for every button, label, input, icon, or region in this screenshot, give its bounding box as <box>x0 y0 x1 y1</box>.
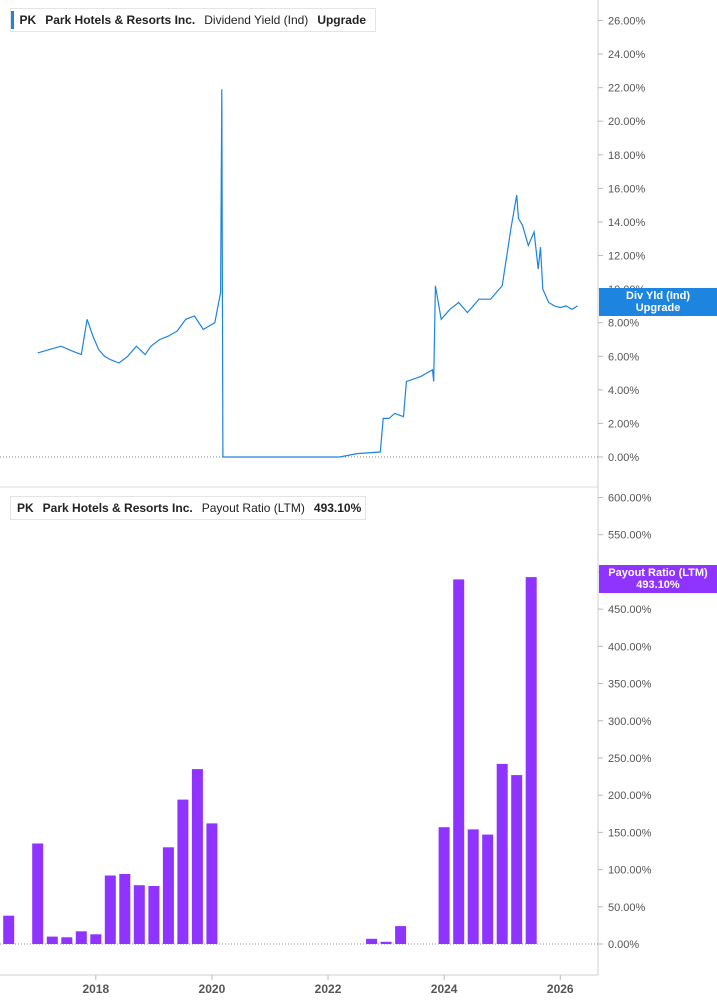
payout-bar <box>90 934 102 944</box>
payout-bar <box>133 885 145 944</box>
bottom-y-tick-label: 550.00% <box>608 530 652 542</box>
payout-bar <box>366 938 378 944</box>
bottom-legend: PK Park Hotels & Resorts Inc. Payout Rat… <box>10 496 366 520</box>
yield-value-tag: Div Yld (Ind) Upgrade <box>599 288 717 316</box>
yield-legend-swatch <box>11 11 14 29</box>
payout-bar <box>61 937 73 944</box>
payout-bar <box>162 847 174 944</box>
yield-tag-label: Div Yld (Ind) <box>626 290 690 302</box>
payout-bar <box>380 941 392 944</box>
x-axis-ticks: 2018 2020 2022 2024 2026 <box>82 975 574 996</box>
payout-bar <box>511 775 523 944</box>
payout-bar <box>525 577 537 944</box>
bottom-y-tick-label: 150.00% <box>608 827 652 839</box>
bottom-y-tick-label: 350.00% <box>608 679 652 691</box>
top-y-tick-label: 6.00% <box>608 351 639 363</box>
payout-bar <box>438 827 450 944</box>
payout-bar <box>453 579 465 944</box>
bottom-y-tick-label: 450.00% <box>608 604 652 616</box>
bottom-legend-metric: Payout Ratio (LTM) <box>201 501 305 515</box>
bottom-y-axis-ticks: 0.00% 50.00% 100.00% 150.00% 200.00% 250.00% 3… <box>598 493 652 951</box>
yield-tag-value[interactable]: Upgrade <box>635 302 681 314</box>
payout-bar <box>177 799 189 944</box>
top-y-tick-label: 8.00% <box>608 318 639 330</box>
payout-bar <box>75 931 87 944</box>
top-y-tick-label: 20.00% <box>608 116 646 128</box>
top-y-tick-label: 14.00% <box>608 217 646 229</box>
payout-bar <box>148 886 160 944</box>
payout-bar <box>206 823 218 944</box>
payout-tag-label: Payout Ratio (LTM) <box>608 567 708 579</box>
payout-bar <box>467 829 479 944</box>
bottom-y-tick-label: 300.00% <box>608 716 652 728</box>
top-y-tick-label: 26.00% <box>608 16 646 28</box>
bottom-legend-ticker: PK <box>17 501 34 515</box>
top-legend-value[interactable]: Upgrade <box>317 13 366 27</box>
x-tick-label: 2022 <box>315 982 342 996</box>
bottom-y-tick-label: 600.00% <box>608 493 652 505</box>
bottom-y-tick-label: 250.00% <box>608 753 652 765</box>
top-y-tick-label: 12.00% <box>608 251 646 263</box>
payout-bar <box>3 915 15 944</box>
payout-bar <box>119 874 131 944</box>
top-legend-company: Park Hotels & Resorts Inc. <box>45 13 196 27</box>
top-y-tick-label: 2.00% <box>608 418 639 430</box>
bottom-legend-company: Park Hotels & Resorts Inc. <box>42 501 193 515</box>
payout-value-tag: Payout Ratio (LTM) 493.10% <box>599 565 717 593</box>
bottom-y-tick-label: 50.00% <box>608 902 646 914</box>
x-tick-label: 2018 <box>82 982 109 996</box>
bottom-y-tick-label: 400.00% <box>608 641 652 653</box>
bottom-legend-value: 493.10% <box>313 501 362 515</box>
top-y-tick-label: 24.00% <box>608 49 646 61</box>
payout-bar <box>496 763 508 944</box>
payout-bar <box>32 843 44 944</box>
payout-bar <box>191 769 203 944</box>
top-legend-ticker: PK <box>19 13 37 27</box>
x-tick-label: 2026 <box>547 982 574 996</box>
payout-tag-value: 493.10% <box>636 579 680 591</box>
dividend-yield-line <box>37 89 579 458</box>
payout-bars <box>3 577 537 944</box>
top-y-tick-label: 4.00% <box>608 385 639 397</box>
top-legend-metric: Dividend Yield (Ind) <box>204 13 309 27</box>
top-y-axis-ticks: 0.00%2.00%4.00%6.00%8.00%10.00%12.00%14.… <box>598 16 646 464</box>
payout-bar <box>395 926 407 944</box>
top-y-tick-label: 22.00% <box>608 83 646 95</box>
bottom-y-tick-label: 0.00% <box>608 939 639 951</box>
payout-bar <box>46 936 58 944</box>
payout-bar <box>482 834 494 944</box>
top-y-tick-label: 18.00% <box>608 150 646 162</box>
bottom-y-tick-label: 200.00% <box>608 790 652 802</box>
top-y-tick-label: 16.00% <box>608 183 646 195</box>
payout-bar <box>104 875 116 944</box>
top-y-tick-label: 0.00% <box>608 452 639 464</box>
top-legend: PK Park Hotels & Resorts Inc. Dividend Y… <box>10 8 376 32</box>
bottom-y-tick-label: 100.00% <box>608 865 652 877</box>
x-tick-label: 2024 <box>431 982 458 996</box>
x-tick-label: 2020 <box>199 982 226 996</box>
